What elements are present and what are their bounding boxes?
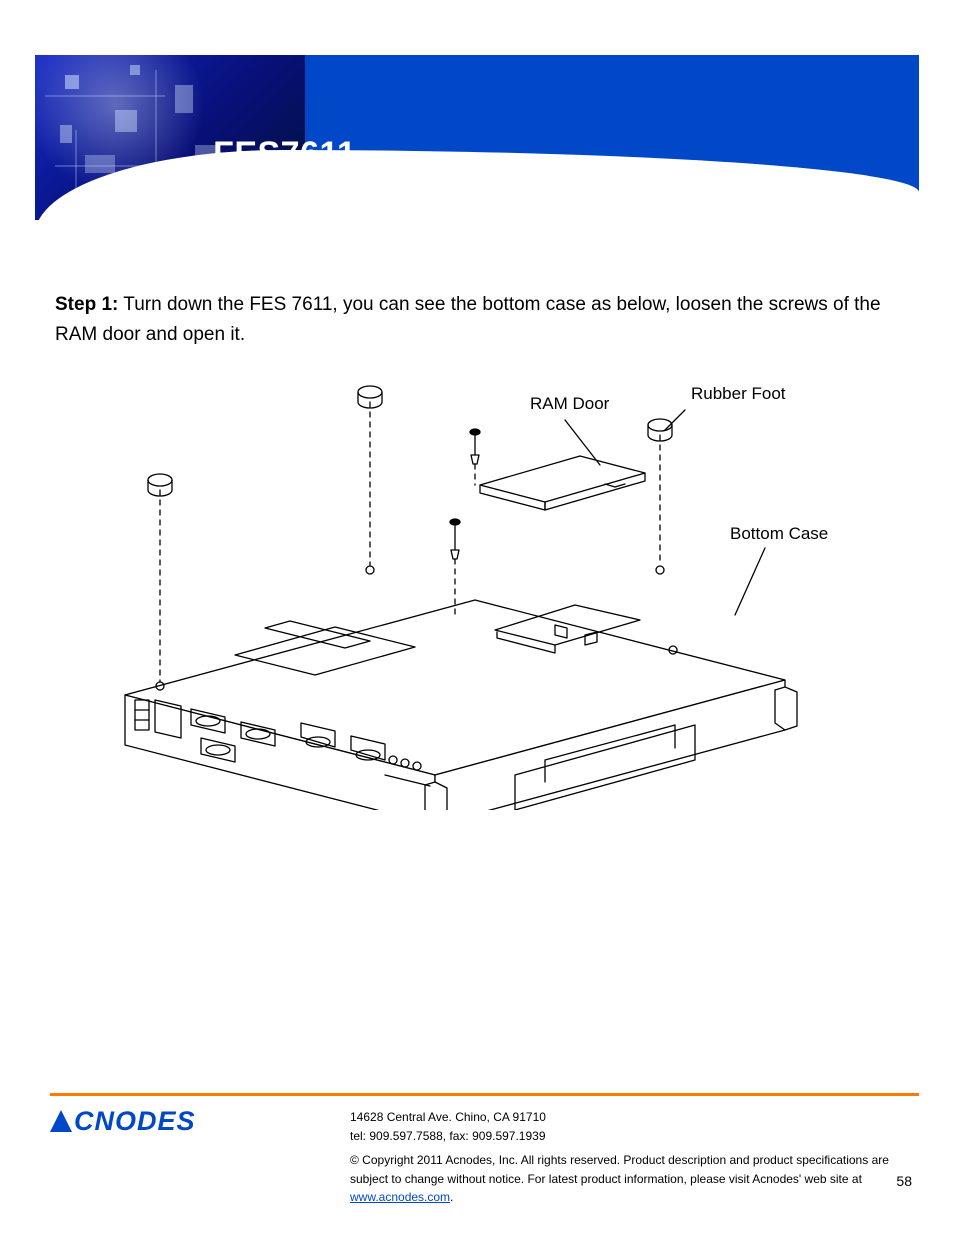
callout-ram-door: RAM Door: [530, 394, 609, 414]
step-text: Turn down the FES 7611, you can see the …: [55, 294, 881, 345]
callout-bottom-case: Bottom Case: [730, 524, 828, 544]
brand-logo-text: CNODES: [74, 1106, 196, 1136]
footer-divider: [50, 1093, 919, 1096]
step-label: Step 1:: [55, 294, 118, 315]
footer-copyright: © Copyright 2011 Acnodes, Inc. All right…: [350, 1151, 914, 1207]
product-subtitle: Fanless Embedded Controller comes with I…: [213, 180, 864, 201]
header-banner: FES7611 Fanless Embedded Controller come…: [35, 55, 919, 220]
footer-address: 14628 Central Ave. Chino, CA 91710 tel: …: [350, 1108, 914, 1207]
exploded-diagram: RAM Door Rubber Foot Bottom Case: [85, 380, 875, 810]
step-paragraph: Step 1: Turn down the FES 7611, you can …: [55, 290, 909, 351]
diagram-svg: [85, 380, 875, 810]
brand-logo: CNODES: [50, 1106, 196, 1137]
page-number: 58: [896, 1173, 912, 1189]
callout-rubber-foot: Rubber Foot: [691, 384, 786, 404]
footer-address-line1: 14628 Central Ave. Chino, CA 91710: [350, 1108, 914, 1127]
footer-site-link[interactable]: www.acnodes.com: [350, 1190, 450, 1204]
product-model: FES7611: [213, 135, 864, 174]
footer-address-line2: tel: 909.597.7588, fax: 909.597.1939: [350, 1127, 914, 1146]
brand-logo-mark: [50, 1110, 72, 1132]
title-block: FES7611 Fanless Embedded Controller come…: [213, 135, 864, 201]
